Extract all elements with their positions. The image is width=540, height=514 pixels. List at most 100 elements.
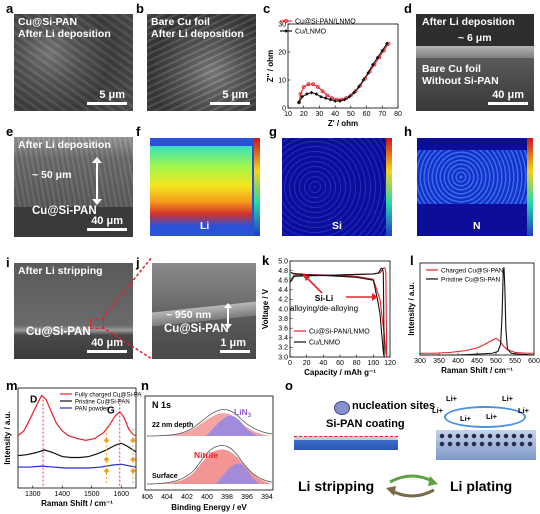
panel-label-k: k <box>262 253 270 268</box>
ytick-label-k-6: 4.2 <box>278 297 288 304</box>
panel-label-i: i <box>6 255 10 270</box>
ytick-label-k-3: 3.6 <box>278 326 288 333</box>
coating-label: Si-PAN coating <box>326 418 405 430</box>
sem-b-title: Bare Cu foil After Li deposition <box>151 16 244 40</box>
sem-image-d: After Li deposition ~ 6 μm Bare Cu foil … <box>416 14 534 111</box>
sem-e-bottom: Cu@Si-PAN <box>32 205 97 217</box>
xtick-label-l-5: 550 <box>509 358 521 365</box>
xps-title: N 1s <box>152 400 171 410</box>
xps-surface-lin3-fill <box>216 463 262 484</box>
xtick-label-l-0: 300 <box>414 358 426 365</box>
legend-label-c-1: Cu/LNMO <box>295 29 327 36</box>
sem-e-top: After Li deposition <box>18 139 111 151</box>
sem-e-thickness: ~ 50 μm <box>32 169 72 181</box>
scale-label-e: 40 μm <box>91 215 123 227</box>
scale-bar-d <box>488 102 528 105</box>
panel-label-a: a <box>6 1 14 16</box>
xps-xtick-0: 406 <box>142 494 153 501</box>
legend-label-l-1: Pristine Cu@Si-PAN <box>441 277 501 284</box>
ytick-label-k-10: 5.0 <box>278 258 288 265</box>
scale-bar-i <box>87 350 127 353</box>
xtick-label-k-3: 60 <box>336 360 344 367</box>
ytick-label-c-3: 30 <box>278 21 286 28</box>
xaxis-title-l: Raman Shift / cm⁻¹ <box>441 366 513 375</box>
xtick-label-c-0: 10 <box>284 111 292 118</box>
legend-label-c-0: Cu@Si-PAN/LNMO <box>295 19 356 26</box>
band-marker-1 <box>130 437 136 444</box>
ytick-label-c-2: 20 <box>278 49 286 56</box>
xtick-label-c-5: 60 <box>363 111 371 118</box>
yaxis-title-k: Voltage / V <box>262 288 270 329</box>
ytick-label-k-2: 3.4 <box>278 335 288 342</box>
chart-k: 0 20 40 60 80 100 120 3.0 3.2 3.4 3.6 3.8 4.0 4.2 4.4 4… <box>262 258 396 377</box>
peak-label-g: G <box>107 406 115 417</box>
ytick-label-k-0: 3.0 <box>278 354 288 361</box>
sem-b-title-line1: Bare Cu foil <box>151 16 210 28</box>
xaxis-title-c: Z' / ohm <box>328 119 358 128</box>
panel-label-c: c <box>263 1 271 16</box>
xps-xtick-2: 402 <box>181 494 193 501</box>
nucleation-site-icon <box>334 401 350 415</box>
point-c-0-2 <box>301 85 306 89</box>
xaxis-title-k: Capacity / mAh g⁻¹ <box>304 368 376 377</box>
li-plus-4: Li+ <box>460 414 472 423</box>
panel-label-f: f <box>136 124 141 139</box>
xtick-label-k-6: 120 <box>384 360 396 367</box>
legend-label-m-0: Fully charged Cu@Si-PAN <box>75 393 142 399</box>
sem-image-b: Bare Cu foil After Li deposition 5 μm <box>147 14 256 111</box>
thickness-arrow-j <box>224 303 232 329</box>
xtick-label-l-1: 350 <box>433 358 445 365</box>
xps-xtick-5: 396 <box>241 494 253 501</box>
sem-d-bottom: Bare Cu foil Without Si-PAN <box>422 63 499 87</box>
legend-label-k-1: Cu/LNMO <box>309 340 341 347</box>
xps-frame <box>144 395 274 491</box>
scale-bar-b <box>210 102 250 105</box>
li-plus-5: Li+ <box>486 412 498 421</box>
eds-map-n: N <box>417 138 533 236</box>
xps-depth-trace <box>146 409 273 437</box>
series-line-l-1 <box>420 267 535 356</box>
band-marker-0 <box>103 437 110 444</box>
xps-xtick-1: 404 <box>161 494 173 501</box>
xtick-label-c-3: 40 <box>331 111 339 118</box>
stripping-label: Li stripping <box>298 478 375 494</box>
coating-slab <box>294 440 398 450</box>
point-c-0-7 <box>325 93 330 98</box>
annotation-k-arrowhead-left <box>302 273 310 281</box>
point-c-1-4 <box>314 92 319 96</box>
xps-xtick-4: 398 <box>221 494 233 501</box>
point-c-1-14 <box>361 78 366 82</box>
annotation-k-arrowhead-right <box>372 293 378 301</box>
xps-nitrile-label: Nitrile <box>194 450 218 460</box>
yaxis-title-l: Intensity / a.u. <box>407 282 416 335</box>
point-c-1-3 <box>309 90 314 95</box>
point-c-1-17 <box>375 55 380 60</box>
sem-j-bottom: Cu@Si-PAN <box>164 323 229 335</box>
xtick-label-l-3: 450 <box>471 358 483 365</box>
li-ring-icon <box>444 406 526 428</box>
eds-g-element: Si <box>332 220 342 232</box>
series-line-m-1 <box>17 442 137 459</box>
sem-image-e: After Li deposition ~ 50 μm Cu@Si-PAN 40… <box>14 137 133 237</box>
eds-map-li: Li <box>150 138 260 236</box>
sem-b-title-line2: After Li deposition <box>151 28 244 40</box>
band-marker-2 <box>103 456 110 463</box>
series-line-m-0 <box>17 394 137 441</box>
xps-depth-lin3-fill <box>206 415 262 436</box>
point-c-1-6 <box>323 96 328 101</box>
xtick-label-c-7: 80 <box>394 111 402 118</box>
scale-bar-j <box>220 350 250 353</box>
point-c-1-10 <box>342 97 347 102</box>
coating-substrate <box>294 436 398 441</box>
eds-map-si: Si <box>282 138 392 236</box>
xtick-label-l-4: 500 <box>490 358 502 365</box>
point-c-0-1 <box>298 92 303 96</box>
schematic-o: nucleation sites Si-PAN coating Li+ Li+ … <box>284 392 538 514</box>
sem-d-top: After Li deposition <box>422 16 515 28</box>
yaxis-title-c: Z'' / ohm <box>266 50 275 82</box>
point-c-0-6 <box>320 89 325 94</box>
plot-frame-c <box>287 23 399 109</box>
legend-label-m-1: Pristine Cu@Si-PAN <box>75 400 130 406</box>
panel-label-m: m <box>6 378 18 393</box>
xtick-label-k-2: 40 <box>319 360 327 367</box>
